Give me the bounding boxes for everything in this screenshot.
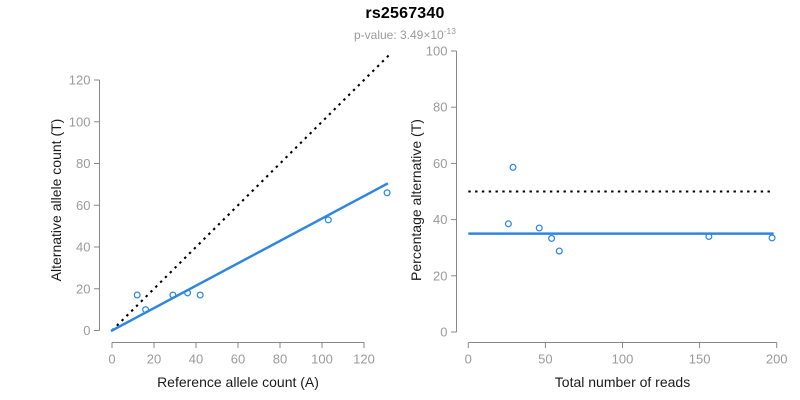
identity-line bbox=[111, 54, 390, 332]
data-point bbox=[324, 216, 332, 224]
data-point bbox=[768, 234, 776, 242]
x-tick-label: 0 bbox=[108, 352, 115, 367]
data-point bbox=[133, 291, 141, 299]
data-point bbox=[383, 189, 391, 197]
data-point bbox=[705, 232, 713, 240]
y-tick-label: 40 bbox=[76, 240, 90, 255]
x-tick-label: 40 bbox=[189, 352, 203, 367]
data-point bbox=[548, 234, 556, 242]
data-point bbox=[555, 247, 563, 255]
fit-line bbox=[110, 182, 389, 333]
y-axis-title: Alternative allele count (T) bbox=[48, 119, 64, 282]
plot-panel-left: 0 20 40 60 80 100 120 0 20 40 60 80 100 120 Reference … bbox=[48, 54, 391, 390]
y-tick-label: 0 bbox=[440, 325, 447, 340]
y-tick-label: 20 bbox=[433, 268, 447, 283]
y-tick-label: 20 bbox=[76, 281, 90, 296]
y-tick-label: 60 bbox=[76, 198, 90, 213]
x-axis-title: Reference allele count (A) bbox=[157, 374, 319, 390]
data-point bbox=[142, 306, 150, 314]
x-tick-label: 150 bbox=[689, 352, 711, 367]
data-point bbox=[509, 163, 517, 171]
x-tick-label: 50 bbox=[538, 352, 552, 367]
y-axis-title: Percentage alternative (T) bbox=[408, 119, 424, 281]
data-point bbox=[504, 220, 512, 228]
y-tick-label: 100 bbox=[426, 44, 448, 59]
y-tick-label: 40 bbox=[433, 212, 447, 227]
plot-panel-right: 0 20 40 60 80 100 0 50 100 150 200 Total number of … bbox=[408, 44, 788, 391]
x-tick-label: 20 bbox=[147, 352, 161, 367]
x-tick-label: 100 bbox=[612, 352, 634, 367]
x-axis-title: Total number of reads bbox=[555, 374, 690, 390]
y-tick-label: 120 bbox=[69, 73, 91, 88]
data-point bbox=[169, 291, 177, 299]
y-tick-label: 100 bbox=[69, 114, 91, 129]
x-tick-label: 80 bbox=[273, 352, 287, 367]
y-tick-label: 0 bbox=[83, 323, 90, 338]
x-tick-label: 0 bbox=[465, 352, 472, 367]
y-tick-label: 80 bbox=[433, 100, 447, 115]
data-point bbox=[184, 289, 192, 297]
x-tick-label: 120 bbox=[353, 352, 375, 367]
y-tick-label: 60 bbox=[433, 156, 447, 171]
x-tick-label: 60 bbox=[231, 352, 245, 367]
data-point bbox=[196, 291, 204, 299]
y-tick-label: 80 bbox=[76, 156, 90, 171]
x-tick-label: 200 bbox=[766, 352, 788, 367]
data-point bbox=[535, 224, 543, 232]
x-tick-label: 100 bbox=[311, 352, 333, 367]
